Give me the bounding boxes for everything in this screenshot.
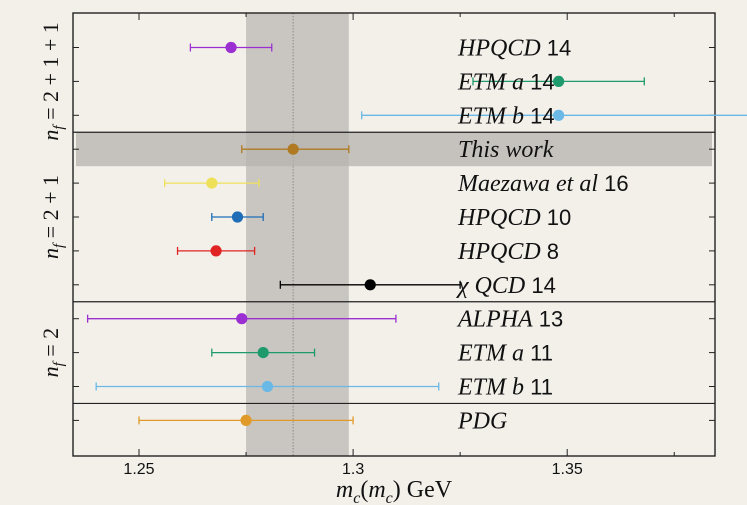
point-marker: [553, 109, 565, 121]
data-point-7: [176, 245, 256, 257]
this-work-highlight-layer: [76, 132, 712, 167]
point-label-1: HPQCD 14: [457, 36, 571, 62]
band-layer: [246, 13, 349, 456]
average-band: [246, 13, 349, 456]
data-point-4: [241, 143, 350, 155]
point-label-10: ETM a 11: [457, 341, 553, 367]
point-label-5: Maezawa et al 16: [457, 171, 629, 197]
data-point-12: [138, 414, 354, 426]
data-point-1: [189, 41, 273, 54]
x-axis: 1.251.31.351.41.451.5: [123, 13, 675, 478]
point-marker: [231, 211, 244, 223]
point-marker: [257, 347, 269, 359]
data-point-5: [164, 177, 260, 189]
data-point-9: [86, 313, 397, 325]
data-point-2: [472, 75, 645, 87]
point-label-11: ETM b 11: [457, 375, 553, 401]
point-marker: [206, 177, 218, 189]
point-labels: HPQCD 14 ETM a 14 ETM b 14 This work Maezawa…: [456, 36, 629, 435]
this-work-highlight: [76, 132, 712, 167]
point-label-12: PDG: [457, 408, 507, 434]
y-ticks: [73, 47, 715, 421]
point-label-3: ETM b 14: [457, 103, 555, 129]
data-point-11: [95, 380, 440, 393]
group-labels: nf = 2 + 1 + 1 nf = 2 + 1 nf = 2: [38, 22, 67, 377]
data-point-6: [211, 211, 264, 223]
point-label-6: HPQCD 10: [457, 205, 571, 231]
data-point-10: [211, 347, 316, 359]
x-tick-label: 1.25: [123, 461, 154, 478]
point-marker: [553, 75, 565, 87]
x-axis-title: mc(mc) GeV: [336, 477, 453, 505]
data-point-3: [361, 109, 747, 121]
point-marker: [240, 414, 252, 426]
group-label-2: nf = 2 + 1: [38, 175, 67, 259]
group-label-1: nf = 2 + 1 + 1: [38, 22, 67, 140]
point-label-9: ALPHA 13: [456, 307, 563, 333]
group-separators: [73, 131, 715, 405]
point-marker: [287, 143, 299, 155]
plot-frame: [72, 12, 716, 457]
point-label-8: χ QCD 14: [456, 273, 556, 299]
group-label-3: nf = 2: [38, 328, 67, 378]
point-marker: [210, 245, 222, 257]
point-label-4: This work: [458, 137, 554, 163]
point-label-7: HPQCD 8: [457, 239, 559, 265]
data-point-8: [279, 279, 461, 291]
point-label-2: ETM a 14: [457, 69, 555, 95]
point-marker: [364, 279, 376, 291]
x-tick-label: 1.35: [552, 461, 583, 478]
point-marker: [261, 380, 274, 393]
x-tick-label: 1.3: [342, 461, 364, 478]
point-marker: [236, 313, 248, 325]
point-marker: [225, 41, 237, 54]
data-points: [86, 41, 747, 426]
